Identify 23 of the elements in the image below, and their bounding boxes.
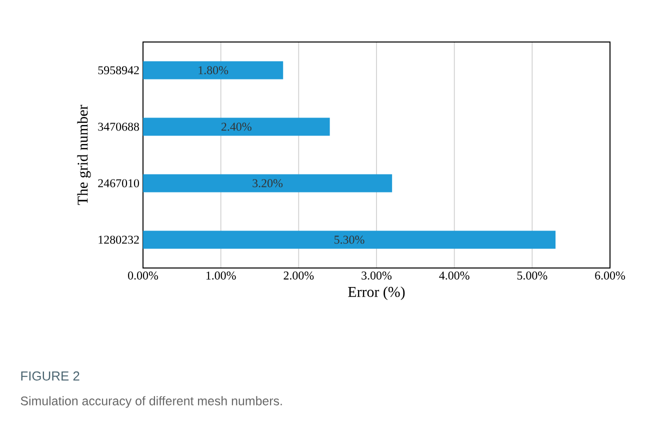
x-tick-label: 5.00% [517, 272, 548, 280]
y-tick-label: 1280232 [98, 236, 139, 244]
bar [143, 174, 392, 192]
x-axis-title: Error (%) [348, 286, 405, 300]
y-axis-title: The grid number [77, 104, 91, 205]
text: Simulation accuracy of different mesh numbers. [20, 396, 282, 408]
caption: FIGURE 2 [21, 371, 80, 381]
x-tick-label: 0.00% [128, 272, 158, 280]
bar [143, 230, 556, 249]
y-tick-label: 5958942 [98, 66, 139, 74]
y-tick-label: 2467010 [98, 179, 140, 188]
data-label: 3.20% [252, 179, 283, 188]
x-tick-label: 3.00% [362, 272, 392, 280]
x-tick-label: 2.00% [284, 272, 314, 280]
data-label: 1.80% [198, 66, 228, 74]
x-tick-label: 6.00% [595, 272, 626, 280]
x-tick-label: 1.00% [206, 272, 236, 280]
data-label: 5.30% [334, 236, 364, 244]
x-tick-label: 4.00% [439, 272, 470, 280]
y-tick-label: 3470688 [98, 122, 140, 131]
bar [143, 118, 330, 136]
bar [143, 61, 284, 80]
data-label: 2.40% [222, 122, 252, 131]
